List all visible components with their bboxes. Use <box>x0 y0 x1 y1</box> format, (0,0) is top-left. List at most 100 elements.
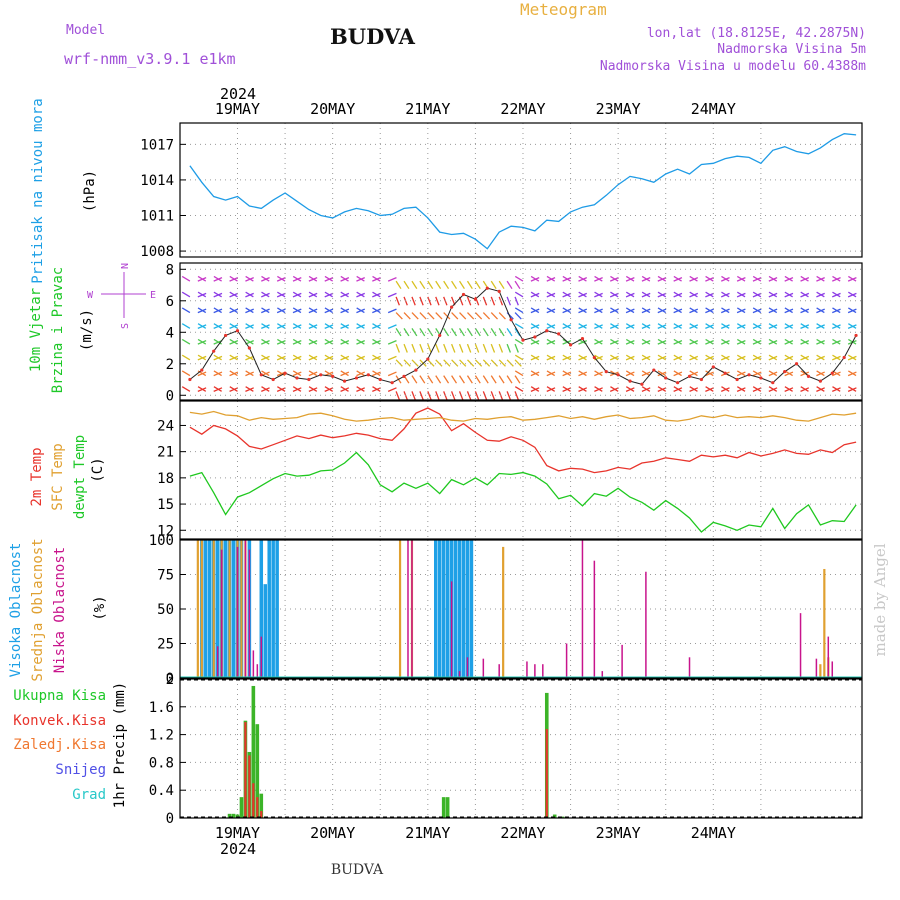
wind-arrow <box>514 323 524 329</box>
wind-arrow <box>356 323 365 329</box>
wind-arrow <box>340 323 349 329</box>
cloud-bar <box>244 540 247 678</box>
model-name: wrf-nmm_v3.9.1 e1km <box>64 50 236 68</box>
wind-arrow <box>506 327 513 337</box>
wind-arrow <box>245 275 254 282</box>
wind-arrow <box>443 359 451 367</box>
wind-speed-point <box>354 376 359 380</box>
wind-unit: (m/s) <box>79 309 95 351</box>
station-elevation: Nadmorska Visina 5m <box>717 42 866 57</box>
wind-arrow <box>427 359 435 367</box>
wind-arrow <box>514 291 524 298</box>
wind-arrow <box>245 323 254 329</box>
wind-arrow <box>530 338 540 345</box>
wind-arrow <box>848 354 857 361</box>
wind-arrow <box>474 359 483 367</box>
wind-speed-point <box>628 379 632 383</box>
wind-arrow <box>482 312 491 320</box>
wind-arrow <box>625 307 635 314</box>
pressure-ytick-label: 1017 <box>140 137 174 153</box>
wind-arrow <box>340 354 349 361</box>
wind-arrow <box>458 391 464 400</box>
wind-arrow <box>514 327 521 337</box>
wind-arrow <box>490 343 496 353</box>
wind-arrow <box>292 354 302 361</box>
wind-arrow <box>578 354 587 361</box>
wind-speed-point <box>616 373 620 377</box>
cloud-bar <box>231 540 236 678</box>
cloud-bar <box>223 540 228 678</box>
wind-arrow <box>689 354 698 361</box>
wind-arrow <box>181 354 191 361</box>
wind-arrow <box>292 323 302 329</box>
cloud-bar <box>565 643 568 678</box>
wind-arrow <box>324 386 333 392</box>
bottom-day-label: 24MAY <box>691 824 736 842</box>
precip-frame <box>179 678 863 819</box>
wind-arrow <box>181 386 191 392</box>
cloud-bar <box>461 540 466 678</box>
wind-arrow <box>625 338 635 345</box>
wind-arrow <box>403 327 410 337</box>
wind-arrow <box>530 323 540 329</box>
wind-arrow <box>506 280 513 290</box>
wind-arrow <box>340 291 349 298</box>
precip-bar <box>545 729 548 818</box>
wind-speed-point <box>676 381 680 385</box>
wind-arrow <box>245 386 254 392</box>
top-day-label: 23MAY <box>596 100 641 118</box>
wind-arrow <box>705 338 714 345</box>
station-title: BUDVA <box>330 24 416 49</box>
wind-arrow <box>403 312 411 320</box>
header: Model wrf-nmm_v3.9.1 e1km BUDVA Meteogra… <box>64 0 866 74</box>
wind-arrow <box>641 307 651 314</box>
wind-arrow <box>387 339 397 345</box>
cloud-bar <box>260 636 263 678</box>
wind-arrow <box>657 275 667 282</box>
cloud-bar <box>207 540 212 678</box>
wind-arrow <box>229 307 238 314</box>
wind-speed-point <box>521 338 525 342</box>
wind-arrow <box>848 307 857 314</box>
cloud-bar <box>437 540 442 678</box>
wind-arrow <box>752 307 762 314</box>
wind-arrow <box>387 371 397 377</box>
cloud-bar <box>236 546 239 678</box>
wind-arrow <box>625 354 635 361</box>
temp-series-line <box>189 451 857 533</box>
cloud-bar <box>196 540 199 678</box>
wind-arrow <box>562 370 571 377</box>
wind-ytick-label: 2 <box>166 357 174 373</box>
top-day-label: 21MAY <box>405 100 450 118</box>
cloud-bar <box>645 571 647 678</box>
wind-arrow <box>411 280 418 290</box>
wind-arrow <box>816 275 825 282</box>
wind-arrow <box>277 291 286 298</box>
wind-speed-point <box>818 379 822 383</box>
panels: 1008101110141017024681215182124025507510… <box>140 122 863 827</box>
wind-arrow <box>530 307 540 314</box>
wind-ytick-label: 8 <box>166 262 174 278</box>
wind-arrow <box>372 323 381 329</box>
wind-subtitle: Brzina i Pravac <box>50 267 66 393</box>
wind-arrow <box>673 338 682 345</box>
wind-arrow <box>657 338 667 345</box>
wind-arrow <box>610 275 619 282</box>
wind-arrow <box>784 323 793 329</box>
wind-arrow <box>689 307 698 314</box>
precip-legend-conv: Konvek.Kisa <box>13 713 106 729</box>
wind-arrow <box>784 354 793 361</box>
cloud-ytick-label: 100 <box>149 533 174 549</box>
wind-series-line <box>189 287 857 385</box>
wind-arrow <box>736 275 746 282</box>
wind-arrow <box>466 327 473 337</box>
pressure-grid <box>180 123 862 257</box>
wind-arrow <box>356 307 365 314</box>
wind-arrow <box>395 327 402 337</box>
wind-arrow <box>490 327 497 337</box>
wind-arrow <box>657 354 667 361</box>
cloud-frame <box>179 539 863 679</box>
precip-panel: 0 0.4 0.8 1.2 1.6 2 <box>149 672 863 827</box>
wind-arrow <box>705 275 714 282</box>
wind-arrow <box>427 312 435 320</box>
